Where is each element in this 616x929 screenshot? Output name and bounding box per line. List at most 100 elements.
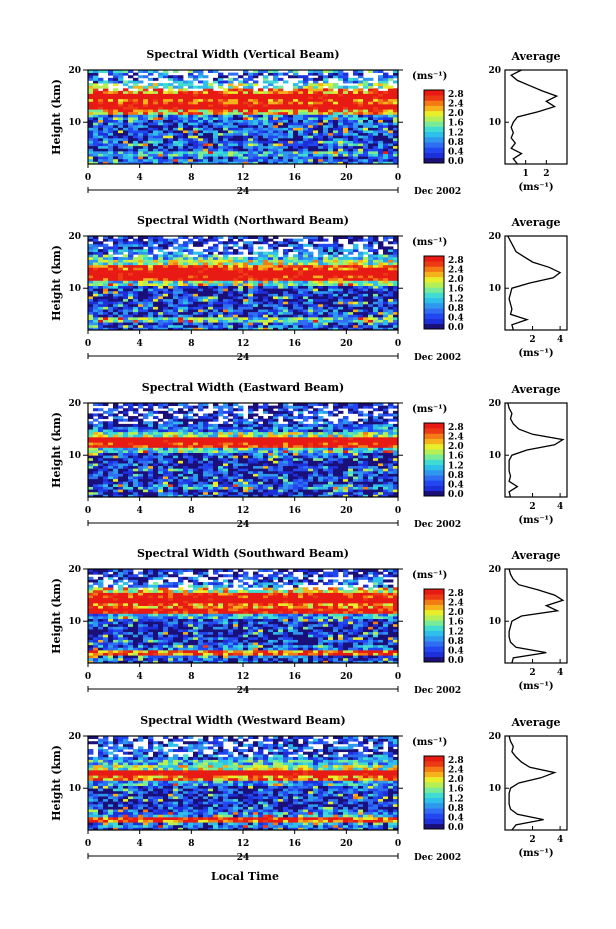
heatmap-cell <box>198 468 204 472</box>
heatmap-cell <box>278 256 284 260</box>
heatmap-cell <box>93 158 99 162</box>
heatmap-cell <box>243 80 249 84</box>
heatmap-cell <box>298 156 304 160</box>
heatmap-cell <box>108 311 114 315</box>
heatmap-cell <box>218 494 224 498</box>
heatmap-cell <box>393 161 399 165</box>
heatmap-cell <box>183 246 189 250</box>
heatmap-cell <box>323 306 329 310</box>
colorbar-swatch <box>424 308 444 314</box>
heatmap-cell <box>193 486 199 490</box>
heatmap-cell <box>273 476 279 480</box>
heatmap-cell <box>368 309 374 313</box>
heatmap-cell <box>213 103 219 107</box>
heatmap-cell <box>98 267 104 271</box>
heatmap-cell <box>363 148 369 152</box>
heatmap-cell <box>353 486 359 490</box>
heatmap-cell <box>103 158 109 162</box>
heatmap-cell <box>303 319 309 323</box>
heatmap-cell <box>213 93 219 97</box>
heatmap-cell <box>363 319 369 323</box>
heatmap-cell <box>93 280 99 284</box>
heatmap-cell <box>233 145 239 149</box>
heatmap-cell <box>333 322 339 326</box>
heatmap-cell <box>218 75 224 79</box>
heatmap-cell <box>168 306 174 310</box>
heatmap-cell <box>223 280 229 284</box>
heatmap-cell <box>93 153 99 157</box>
heatmap-cell <box>278 124 284 128</box>
heatmap-cell <box>163 468 169 472</box>
heatmap-cell <box>98 303 104 307</box>
heatmap-cell <box>158 269 164 273</box>
heatmap-cell <box>333 324 339 328</box>
heatmap-cell <box>288 114 294 118</box>
heatmap-cell <box>338 75 344 79</box>
heatmap-cell <box>248 93 254 97</box>
heatmap-cell <box>158 288 164 292</box>
heatmap-cell <box>373 106 379 110</box>
heatmap-cell <box>188 83 194 87</box>
heatmap-cell <box>343 327 349 331</box>
heatmap-cell <box>163 481 169 485</box>
heatmap-cell <box>118 246 124 250</box>
heatmap-cell <box>318 486 324 490</box>
heatmap-cell <box>333 473 339 477</box>
heatmap-cell <box>263 269 269 273</box>
heatmap-cell <box>133 158 139 162</box>
heatmap-cell <box>128 135 134 139</box>
heatmap-cell <box>188 103 194 107</box>
heatmap-cell <box>158 489 164 493</box>
heatmap-cell <box>108 72 114 76</box>
heatmap-cell <box>128 283 134 287</box>
heatmap-cell <box>188 468 194 472</box>
heatmap-cell <box>368 145 374 149</box>
heatmap-cell <box>153 124 159 128</box>
heatmap-cell <box>383 319 389 323</box>
heatmap-cell <box>338 150 344 154</box>
heatmap-cell <box>133 465 139 469</box>
heatmap-cell <box>93 269 99 273</box>
heatmap-cell <box>253 309 259 313</box>
heatmap-cell <box>208 156 214 160</box>
heatmap-cell <box>333 114 339 118</box>
heatmap-cell <box>168 468 174 472</box>
heatmap-cell <box>103 296 109 300</box>
heatmap-cell <box>188 322 194 326</box>
heatmap-cell <box>363 470 369 474</box>
heatmap-cell <box>323 298 329 302</box>
heatmap-cell <box>343 256 349 260</box>
heatmap-cell <box>208 272 214 276</box>
heatmap-cell <box>293 264 299 268</box>
heatmap-cell <box>88 288 94 292</box>
heatmap-cell <box>328 103 334 107</box>
heatmap-cell <box>288 117 294 121</box>
heatmap-cell <box>163 290 169 294</box>
heatmap-cell <box>103 481 109 485</box>
heatmap-cell <box>228 319 234 323</box>
heatmap-cell <box>123 101 129 105</box>
heatmap-cell <box>98 298 104 302</box>
heatmap-cell <box>358 98 364 102</box>
heatmap-cell <box>203 293 209 297</box>
heatmap-cell <box>228 306 234 310</box>
heatmap-cell <box>378 80 384 84</box>
heatmap-cell <box>368 143 374 147</box>
heatmap-cell <box>393 306 399 310</box>
heatmap-cell <box>263 280 269 284</box>
heatmap-cell <box>273 254 279 258</box>
heatmap-cell <box>183 158 189 162</box>
heatmap-cell <box>138 145 144 149</box>
heatmap-cell <box>333 262 339 266</box>
heatmap-cell <box>268 88 274 92</box>
heatmap-cell <box>173 135 179 139</box>
heatmap-cell <box>388 85 394 89</box>
heatmap-cell <box>133 249 139 253</box>
heatmap-cell <box>128 486 134 490</box>
heatmap-cell <box>358 88 364 92</box>
heatmap-cell <box>88 251 94 255</box>
heatmap-cell <box>348 298 354 302</box>
heatmap-cell <box>368 135 374 139</box>
heatmap-cell <box>103 70 109 74</box>
heatmap-cell <box>113 470 119 474</box>
